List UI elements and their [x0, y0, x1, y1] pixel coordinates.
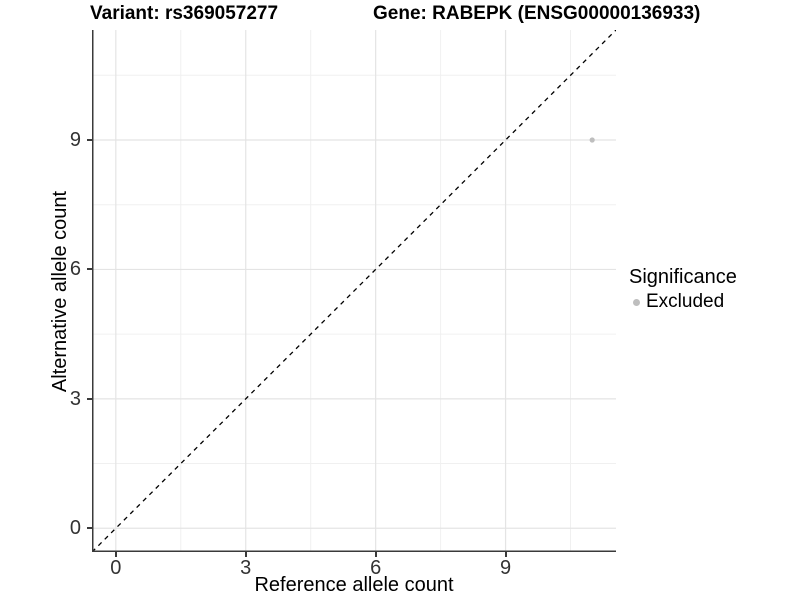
- chart-plot-area: [92, 30, 616, 552]
- x-tick-label: 6: [370, 557, 382, 579]
- y-tick-mark: [87, 527, 92, 530]
- x-tick-mark: [244, 552, 247, 557]
- x-tick-mark: [504, 552, 507, 557]
- y-axis-title-box: Alternative allele count: [48, 30, 74, 552]
- x-tick-label: 0: [110, 557, 122, 579]
- y-tick-mark: [87, 397, 92, 400]
- legend: Significance Excluded: [629, 264, 737, 313]
- x-tick-label: 9: [500, 557, 512, 579]
- y-tick-label: 3: [69, 387, 81, 410]
- x-tick-label: 3: [240, 557, 252, 579]
- x-tick-mark: [114, 552, 117, 557]
- plot-title-variant: Variant: rs369057277: [90, 3, 279, 24]
- y-axis-title: Alternative allele count: [49, 190, 72, 392]
- x-tick-mark: [374, 552, 377, 557]
- legend-point-swatch: [633, 298, 640, 306]
- data-point: [589, 137, 595, 143]
- legend-item-label: Excluded: [646, 291, 725, 312]
- y-tick-label: 9: [69, 129, 81, 151]
- identity-line: [92, 30, 616, 552]
- y-tick-label: 6: [69, 258, 81, 281]
- plot-title-gene: Gene: RABEPK (ENSG00000136933): [373, 3, 701, 24]
- legend-title: Significance: [629, 266, 737, 288]
- x-axis-title: Reference allele count: [254, 574, 454, 596]
- y-tick-mark: [87, 268, 92, 271]
- chart-panel: [92, 30, 616, 552]
- y-tick-mark: [87, 139, 92, 141]
- y-tick-label: 0: [69, 517, 81, 540]
- legend-item-excluded: Excluded: [629, 291, 737, 313]
